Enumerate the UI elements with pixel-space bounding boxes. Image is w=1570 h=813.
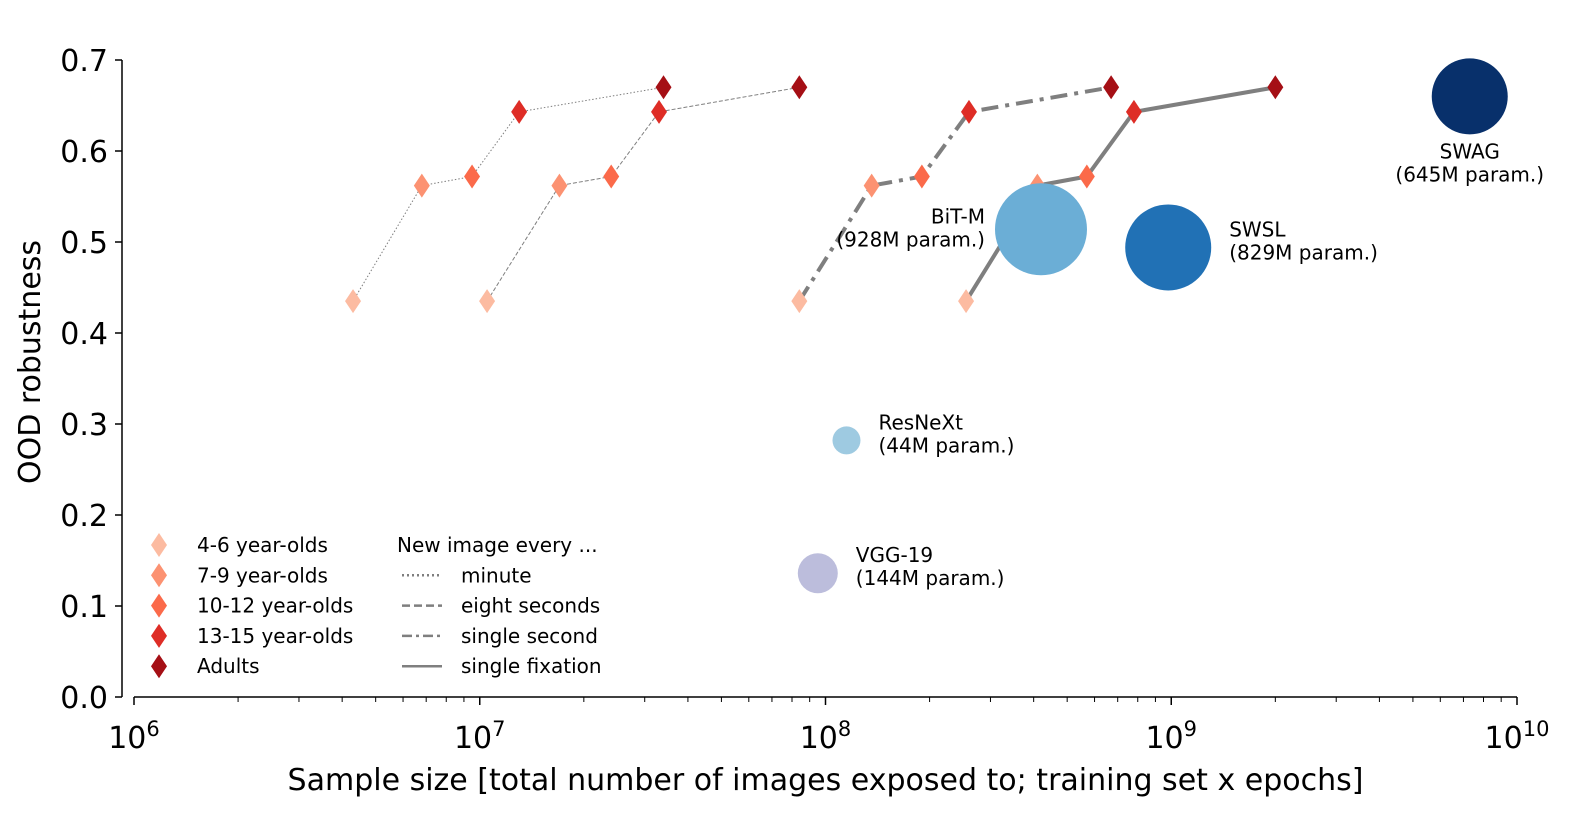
x-tick-label-2: 108 xyxy=(800,717,852,756)
human-marker-3-3 xyxy=(1125,99,1142,124)
y-tick-label-5: 0.5 xyxy=(60,226,108,261)
human-marker-0-2 xyxy=(464,164,481,189)
model-bubbles xyxy=(797,58,1508,594)
y-tick-label-4: 0.4 xyxy=(60,317,108,352)
human-marker-3-2 xyxy=(1078,164,1095,189)
legend-line-title: New image every ... xyxy=(397,533,598,557)
model-label-swsl: SWSL xyxy=(1229,217,1286,241)
x-tick-label-4: 1010 xyxy=(1485,717,1550,756)
x-tick-exp-0: 6 xyxy=(146,717,159,741)
legend-label-1: 7-9 year-olds xyxy=(197,563,328,587)
x-tick-label-3: 109 xyxy=(1145,717,1197,756)
human-marker-1-1 xyxy=(551,173,568,198)
model-params-vgg-19: (144M param.) xyxy=(856,566,1005,590)
x-tick-base-4: 10 xyxy=(1485,721,1523,756)
model-params-resnext: (44M param.) xyxy=(878,433,1014,457)
human-marker-2-0 xyxy=(791,289,808,314)
x-tick-label-1: 107 xyxy=(454,717,506,756)
human-marker-2-4 xyxy=(1103,75,1120,100)
model-bubble-vgg-19 xyxy=(797,553,838,594)
human-marker-2-1 xyxy=(863,173,880,198)
y-tick-label-6: 0.6 xyxy=(60,135,108,170)
series-line-dashed xyxy=(486,86,800,302)
model-params-swsl: (829M param.) xyxy=(1229,240,1378,264)
human-marker-0-3 xyxy=(511,99,528,124)
y-tick-label-0: 0.0 xyxy=(60,681,108,716)
x-axis-title: Sample size [total number of images expo… xyxy=(288,763,1364,798)
model-params-swag: (645M param.) xyxy=(1395,162,1544,186)
legend-marker-1 xyxy=(151,563,167,588)
legend-line-label-3: single fixation xyxy=(461,654,602,678)
human-marker-0-4 xyxy=(655,75,672,100)
legend-marker-2 xyxy=(151,593,167,618)
human-marker-1-0 xyxy=(479,289,496,314)
legend-marker-0 xyxy=(151,533,167,557)
series-line-dotted xyxy=(352,86,664,302)
human-marker-2-2 xyxy=(913,164,930,189)
legend-marker-3 xyxy=(151,623,167,648)
human-marker-3-0 xyxy=(958,289,975,314)
model-params-bit-m: (928M param.) xyxy=(836,227,985,251)
model-bubble-bit-m xyxy=(994,183,1087,276)
human-marker-1-4 xyxy=(791,75,808,100)
x-tick-exp-3: 9 xyxy=(1184,717,1197,741)
model-bubble-swag xyxy=(1431,58,1508,135)
y-tick-label-7: 0.7 xyxy=(60,44,108,79)
y-tick-label-2: 0.2 xyxy=(60,499,108,534)
legend-label-2: 10-12 year-olds xyxy=(197,594,353,618)
model-label-bit-m: BiT-M xyxy=(931,204,985,228)
y-axis-title: OOD robustness xyxy=(13,240,48,484)
legend-line-label-0: minute xyxy=(461,563,532,587)
legend-line-label-1: eight seconds xyxy=(461,594,600,618)
model-label-resnext: ResNeXt xyxy=(878,410,963,434)
human-marker-0-1 xyxy=(413,173,430,198)
model-bubble-swsl xyxy=(1125,204,1212,291)
human-marker-0-0 xyxy=(345,289,362,314)
model-annotations: SWAG(645M param.)BiT-M(928M param.) SWSL(… xyxy=(836,139,1544,590)
x-tick-base-2: 10 xyxy=(800,721,838,756)
legend-label-3: 13-15 year-olds xyxy=(197,624,353,648)
legend-label-0: 4-6 year-olds xyxy=(197,533,328,557)
x-tick-label-0: 106 xyxy=(108,717,160,756)
legend-label-4: Adults xyxy=(197,654,260,678)
human-markers xyxy=(345,75,1284,314)
human-marker-2-3 xyxy=(960,99,977,124)
legend-marker-4 xyxy=(151,654,167,679)
legend: 4-6 year-olds 7-9 year-olds 10-12 year-old… xyxy=(151,533,602,679)
model-label-vgg-19: VGG-19 xyxy=(856,543,933,567)
model-bubble-resnext xyxy=(832,426,861,455)
x-tick-base-3: 10 xyxy=(1145,721,1183,756)
human-marker-1-2 xyxy=(603,164,620,189)
x-tick-exp-1: 7 xyxy=(492,717,505,741)
y-tick-label-3: 0.3 xyxy=(60,408,108,443)
model-label-swag: SWAG xyxy=(1440,139,1500,163)
x-tick-exp-4: 10 xyxy=(1523,717,1550,741)
x-tick-base-1: 10 xyxy=(454,721,492,756)
x-tick-exp-2: 8 xyxy=(838,717,851,741)
human-marker-1-3 xyxy=(651,99,668,124)
y-tick-label-1: 0.1 xyxy=(60,590,108,625)
x-tick-base-0: 10 xyxy=(108,721,146,756)
human-marker-3-4 xyxy=(1267,75,1284,100)
legend-line-label-2: single second xyxy=(461,624,598,648)
